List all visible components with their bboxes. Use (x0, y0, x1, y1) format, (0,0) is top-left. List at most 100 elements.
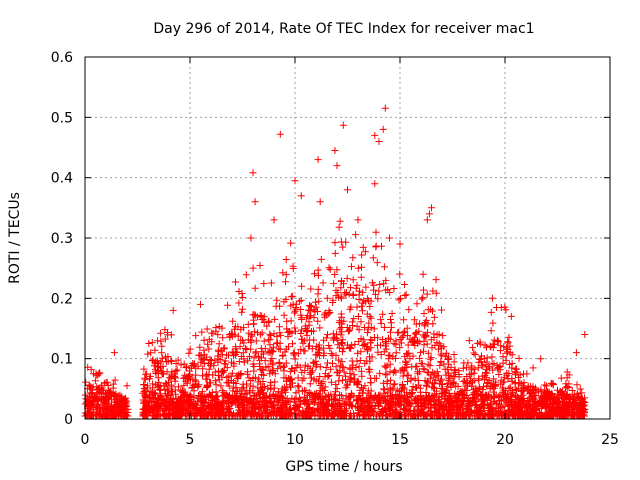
data-point (103, 411, 111, 419)
data-point (167, 357, 175, 365)
x-tick-label: 5 (186, 432, 195, 448)
data-point (263, 409, 271, 416)
data-point (267, 279, 275, 287)
data-point (424, 404, 432, 412)
data-point (380, 324, 388, 331)
data-point (475, 375, 482, 383)
data-point (148, 395, 156, 403)
data-point (255, 375, 263, 383)
data-point (123, 382, 131, 390)
data-point (539, 412, 547, 420)
data-point (421, 377, 429, 385)
data-point (288, 394, 296, 402)
data-point (253, 399, 261, 407)
data-point (412, 320, 420, 328)
data-point (258, 366, 266, 374)
data-point (285, 343, 292, 351)
data-point (191, 376, 199, 384)
data-point (206, 391, 214, 399)
data-point (333, 385, 341, 393)
data-point (396, 392, 404, 400)
data-point (473, 401, 480, 409)
data-point (298, 335, 306, 343)
data-point (336, 217, 344, 225)
data-point (435, 406, 443, 414)
data-point (230, 362, 238, 370)
data-point (314, 266, 322, 274)
data-point (415, 327, 423, 335)
data-point (469, 344, 477, 352)
data-point (437, 342, 445, 350)
data-point (169, 306, 177, 314)
data-point (310, 399, 318, 407)
data-point (437, 350, 445, 358)
data-point (249, 311, 257, 319)
data-point (171, 386, 179, 394)
data-point (312, 303, 320, 311)
data-point (279, 400, 287, 408)
data-point (331, 147, 339, 154)
data-point (386, 392, 394, 400)
data-point (306, 302, 313, 309)
data-point (226, 331, 233, 338)
data-point (249, 360, 257, 368)
data-point (98, 405, 106, 413)
data-point (223, 409, 231, 417)
data-point (219, 406, 227, 414)
data-point (168, 357, 176, 365)
data-point (145, 340, 153, 347)
data-point (365, 297, 372, 305)
data-point (380, 386, 388, 394)
data-point (492, 407, 500, 415)
data-point (157, 382, 165, 390)
data-point (215, 372, 223, 380)
data-point (182, 364, 190, 372)
data-point (321, 373, 329, 381)
data-point (224, 301, 232, 309)
data-point (490, 360, 498, 367)
data-point (158, 342, 166, 350)
data-point (214, 352, 222, 360)
data-point (346, 376, 354, 384)
data-point (359, 389, 367, 397)
y-tick-label: 0.5 (51, 110, 73, 126)
data-point (327, 365, 335, 373)
data-point (269, 408, 277, 416)
data-point (245, 374, 253, 382)
data-point (429, 320, 437, 328)
data-point (491, 394, 498, 402)
data-point (292, 364, 300, 372)
data-point (169, 398, 177, 406)
data-point (477, 408, 485, 415)
data-point (212, 324, 220, 332)
data-point (432, 396, 440, 404)
data-point (410, 316, 418, 324)
data-point (294, 382, 302, 390)
x-tick-label: 25 (601, 432, 619, 448)
data-point (172, 399, 180, 407)
chart-title: Day 296 of 2014, Rate Of TEC Index for r… (153, 21, 534, 37)
data-point (308, 374, 315, 382)
data-point (445, 389, 453, 397)
data-point (464, 359, 472, 367)
data-point (234, 375, 242, 383)
data-point (306, 342, 313, 350)
data-point (492, 400, 500, 408)
data-point (579, 403, 587, 411)
data-point (527, 411, 535, 419)
data-point (367, 324, 375, 331)
data-point (468, 362, 476, 370)
data-point (416, 399, 424, 406)
data-point (454, 402, 462, 410)
data-point (414, 377, 422, 384)
data-point (345, 344, 353, 352)
data-point (248, 332, 256, 340)
data-point (232, 278, 239, 286)
data-point (553, 409, 561, 417)
data-point (467, 409, 475, 417)
data-point (383, 362, 391, 370)
data-point (335, 377, 343, 385)
data-point (333, 266, 341, 274)
data-point (449, 379, 457, 387)
data-point (507, 400, 515, 408)
